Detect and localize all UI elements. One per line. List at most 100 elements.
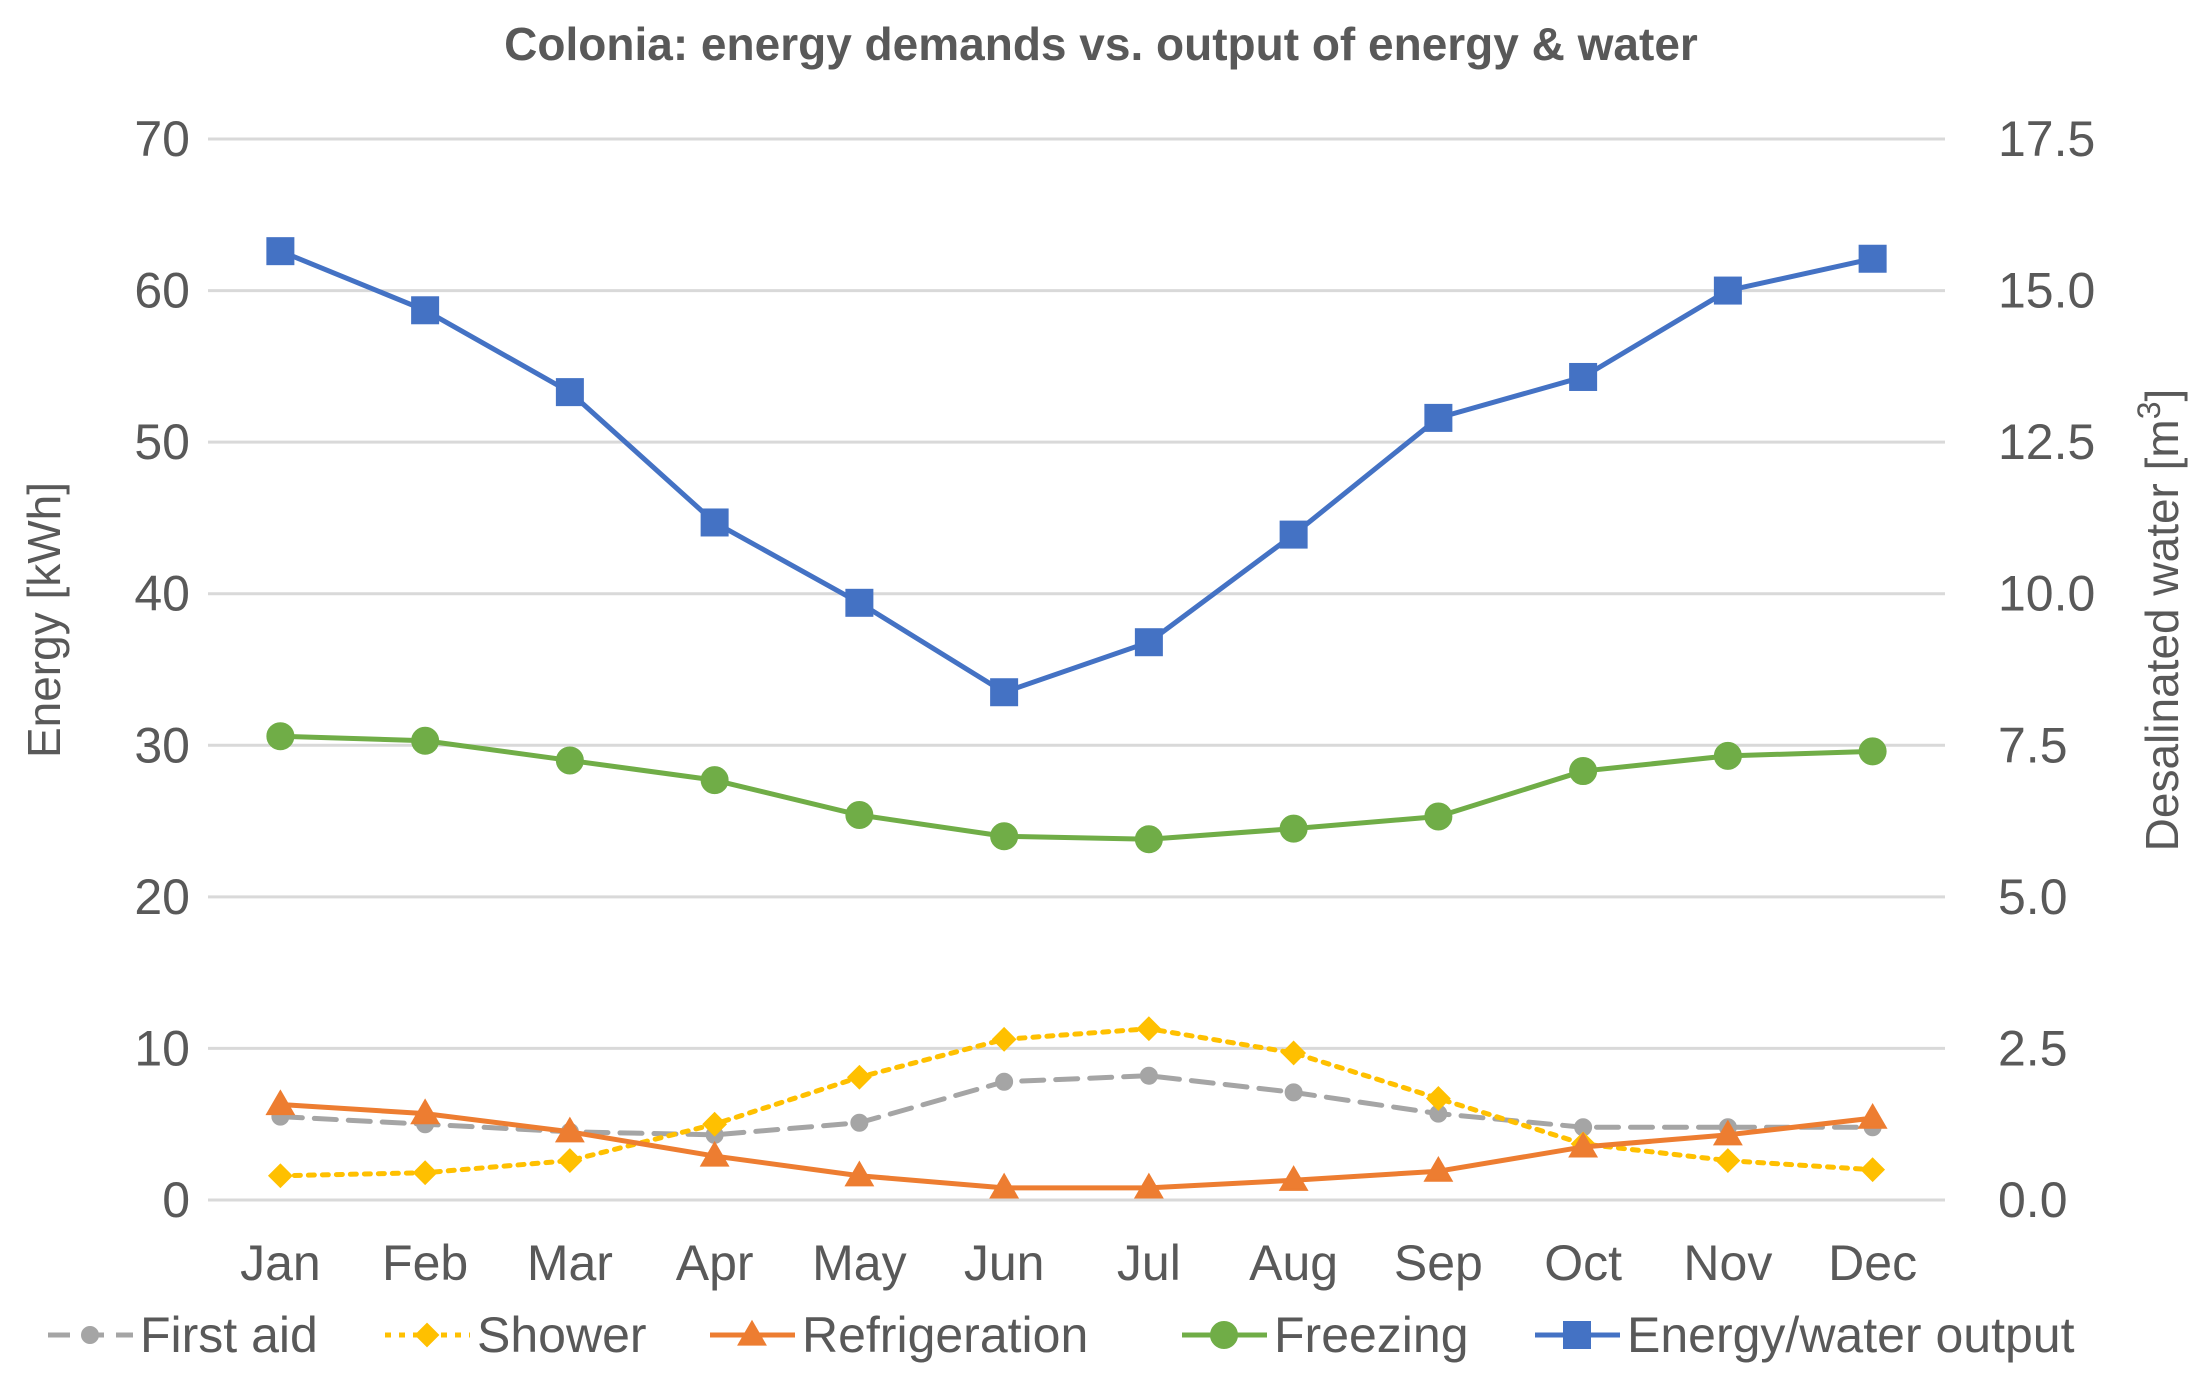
data-point-refrigeration	[989, 1172, 1020, 1199]
left-tick-label: 70	[134, 111, 190, 167]
left-tick-label: 30	[134, 717, 190, 773]
legend-label: Shower	[477, 1307, 647, 1363]
left-axis-title: Energy [kWh]	[18, 482, 70, 758]
series-layer	[265, 237, 1888, 1199]
series-energy-water-output	[266, 237, 1887, 707]
data-point-shower	[1281, 1040, 1307, 1066]
data-point-shower	[1860, 1157, 1886, 1183]
data-point-shower	[412, 1160, 438, 1186]
legend-swatch-marker	[1563, 1321, 1591, 1349]
series-freezing	[266, 722, 1887, 854]
series-line-freezing	[277, 733, 1876, 842]
x-tick-label: May	[812, 1235, 906, 1291]
data-point-refrigeration	[1712, 1119, 1743, 1146]
right-tick-label: 2.5	[1998, 1020, 2068, 1076]
legend-swatch-marker	[1210, 1321, 1238, 1349]
right-tick-label: 15.0	[1998, 263, 2095, 319]
right-axis-title: Desalinated water [m3]	[2131, 389, 2188, 852]
series-line-shower	[277, 1026, 1876, 1179]
data-point-shower	[1715, 1148, 1741, 1174]
series-refrigeration	[265, 1089, 1888, 1199]
series-first-aid	[271, 1066, 1882, 1144]
data-point-energy-water-output	[266, 237, 295, 266]
x-tick-label: Feb	[382, 1235, 468, 1291]
legend-swatch-marker	[737, 1319, 767, 1346]
left-axis-ticks: 0 10 20 30 40 50 60 70	[134, 111, 190, 1228]
chart-title: Colonia: energy demands vs. output of en…	[504, 18, 1698, 70]
data-point-shower	[991, 1026, 1017, 1052]
data-point-shower	[702, 1111, 728, 1137]
right-axis-ticks: 0.0 2.5 5.0 7.5 10.0 12.5 15.0 17.5	[1998, 111, 2095, 1228]
legend-label: Energy/water output	[1627, 1307, 2075, 1363]
legend-item-shower: Shower	[385, 1307, 647, 1363]
x-tick-label: Sep	[1394, 1235, 1483, 1291]
data-point-freezing	[555, 746, 584, 775]
data-point-refrigeration	[1278, 1165, 1309, 1191]
right-axis-title-sup: 3	[2131, 401, 2167, 419]
data-point-energy-water-output	[1569, 362, 1598, 391]
legend-item-first-aid: First aid	[48, 1307, 318, 1363]
right-axis-title-main: Desalinated water [m	[2136, 419, 2188, 851]
data-point-freezing	[1858, 737, 1887, 766]
data-point-freezing	[1424, 802, 1453, 831]
data-point-shower	[846, 1064, 872, 1090]
data-point-energy-water-output	[1424, 403, 1453, 432]
data-point-first-aid	[1284, 1083, 1303, 1102]
data-point-refrigeration	[1568, 1131, 1599, 1158]
data-point-refrigeration	[554, 1116, 585, 1143]
data-point-energy-water-output	[1134, 628, 1163, 657]
data-point-energy-water-output	[1858, 244, 1887, 273]
data-point-first-aid	[850, 1113, 869, 1132]
data-point-shower	[1425, 1086, 1451, 1111]
left-tick-label: 50	[134, 414, 190, 470]
series-line-first-aid	[277, 1073, 1876, 1138]
data-point-refrigeration	[1423, 1156, 1454, 1182]
data-point-refrigeration	[410, 1098, 441, 1125]
data-point-energy-water-output	[1279, 520, 1308, 549]
x-tick-label: Oct	[1544, 1235, 1622, 1291]
series-shower	[267, 1016, 1886, 1189]
data-point-first-aid	[995, 1072, 1014, 1091]
right-tick-label: 10.0	[1998, 566, 2095, 622]
left-tick-label: 10	[134, 1020, 190, 1076]
right-axis-title-end: ]	[2136, 389, 2188, 402]
data-point-freezing	[1569, 757, 1598, 786]
right-tick-label: 5.0	[1998, 869, 2068, 925]
series-line-energy-water-output	[277, 248, 1876, 695]
data-point-freezing	[411, 726, 440, 755]
x-tick-label: Jul	[1117, 1235, 1181, 1291]
data-point-freezing	[1713, 741, 1742, 770]
x-tick-label: Apr	[676, 1235, 754, 1291]
data-point-shower	[557, 1148, 583, 1174]
data-point-energy-water-output	[990, 678, 1019, 707]
legend-swatch-marker	[414, 1322, 440, 1348]
legend-label: Freezing	[1274, 1307, 1469, 1363]
right-tick-label: 0.0	[1998, 1172, 2068, 1228]
data-point-energy-water-output	[555, 378, 584, 407]
legend-label: Refrigeration	[802, 1307, 1088, 1363]
x-tick-label: Dec	[1828, 1235, 1917, 1291]
right-tick-label: 12.5	[1998, 414, 2095, 470]
x-tick-label: Aug	[1249, 1235, 1338, 1291]
data-point-refrigeration	[265, 1089, 296, 1116]
data-point-energy-water-output	[700, 508, 729, 537]
x-tick-label: Jan	[240, 1235, 321, 1291]
data-point-energy-water-output	[845, 588, 874, 617]
legend: First aid Shower Refrigeration Freezing Ener…	[48, 1307, 2075, 1363]
data-point-freezing	[1279, 814, 1308, 843]
right-tick-label: 7.5	[1998, 717, 2068, 773]
data-point-freezing	[845, 801, 874, 830]
data-point-freezing	[990, 822, 1019, 851]
x-tick-label: Mar	[527, 1235, 613, 1291]
data-point-freezing	[266, 722, 295, 751]
left-tick-label: 0	[162, 1172, 190, 1228]
data-point-energy-water-output	[411, 296, 440, 325]
data-point-shower	[1136, 1016, 1162, 1042]
legend-item-energy-water-output: Energy/water output	[1535, 1307, 2075, 1363]
x-axis-ticks: Jan Feb Mar Apr May Jun Jul Aug Sep Oct Nov Dec	[240, 1235, 1917, 1291]
left-tick-label: 60	[134, 263, 190, 319]
data-point-refrigeration	[844, 1160, 875, 1187]
data-point-refrigeration	[1857, 1102, 1888, 1129]
legend-item-refrigeration: Refrigeration	[710, 1307, 1088, 1363]
data-point-refrigeration	[699, 1140, 730, 1167]
